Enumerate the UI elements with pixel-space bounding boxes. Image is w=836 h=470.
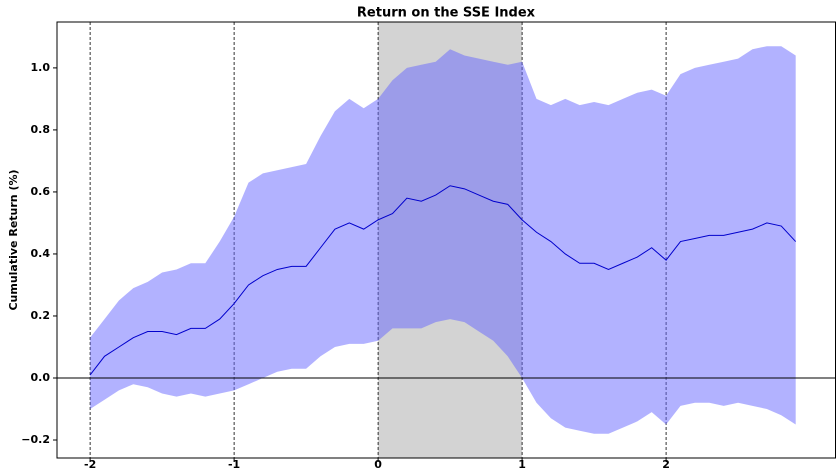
- y-tick-label: −0.2: [21, 433, 50, 446]
- y-tick-label: 0.8: [31, 123, 51, 136]
- confidence-band: [90, 46, 796, 434]
- y-tick-label: 0.4: [31, 247, 51, 260]
- chart-title: Return on the SSE Index: [357, 6, 536, 21]
- y-tick-label: 0.6: [31, 185, 51, 198]
- y-tick-label: 0.0: [31, 371, 51, 384]
- line: [89, 185, 797, 376]
- y-tick-label: 0.2: [31, 309, 51, 322]
- y-axis-label: Cumulative Return (%): [7, 169, 20, 310]
- x-tick-label: 2: [662, 458, 670, 470]
- x-tick-label: -1: [228, 458, 240, 470]
- x-tick-label: 0: [374, 458, 382, 470]
- x-tick-label: 1: [518, 458, 526, 470]
- x-tick-label: -2: [84, 458, 96, 470]
- y-tick-label: 1.0: [31, 61, 51, 74]
